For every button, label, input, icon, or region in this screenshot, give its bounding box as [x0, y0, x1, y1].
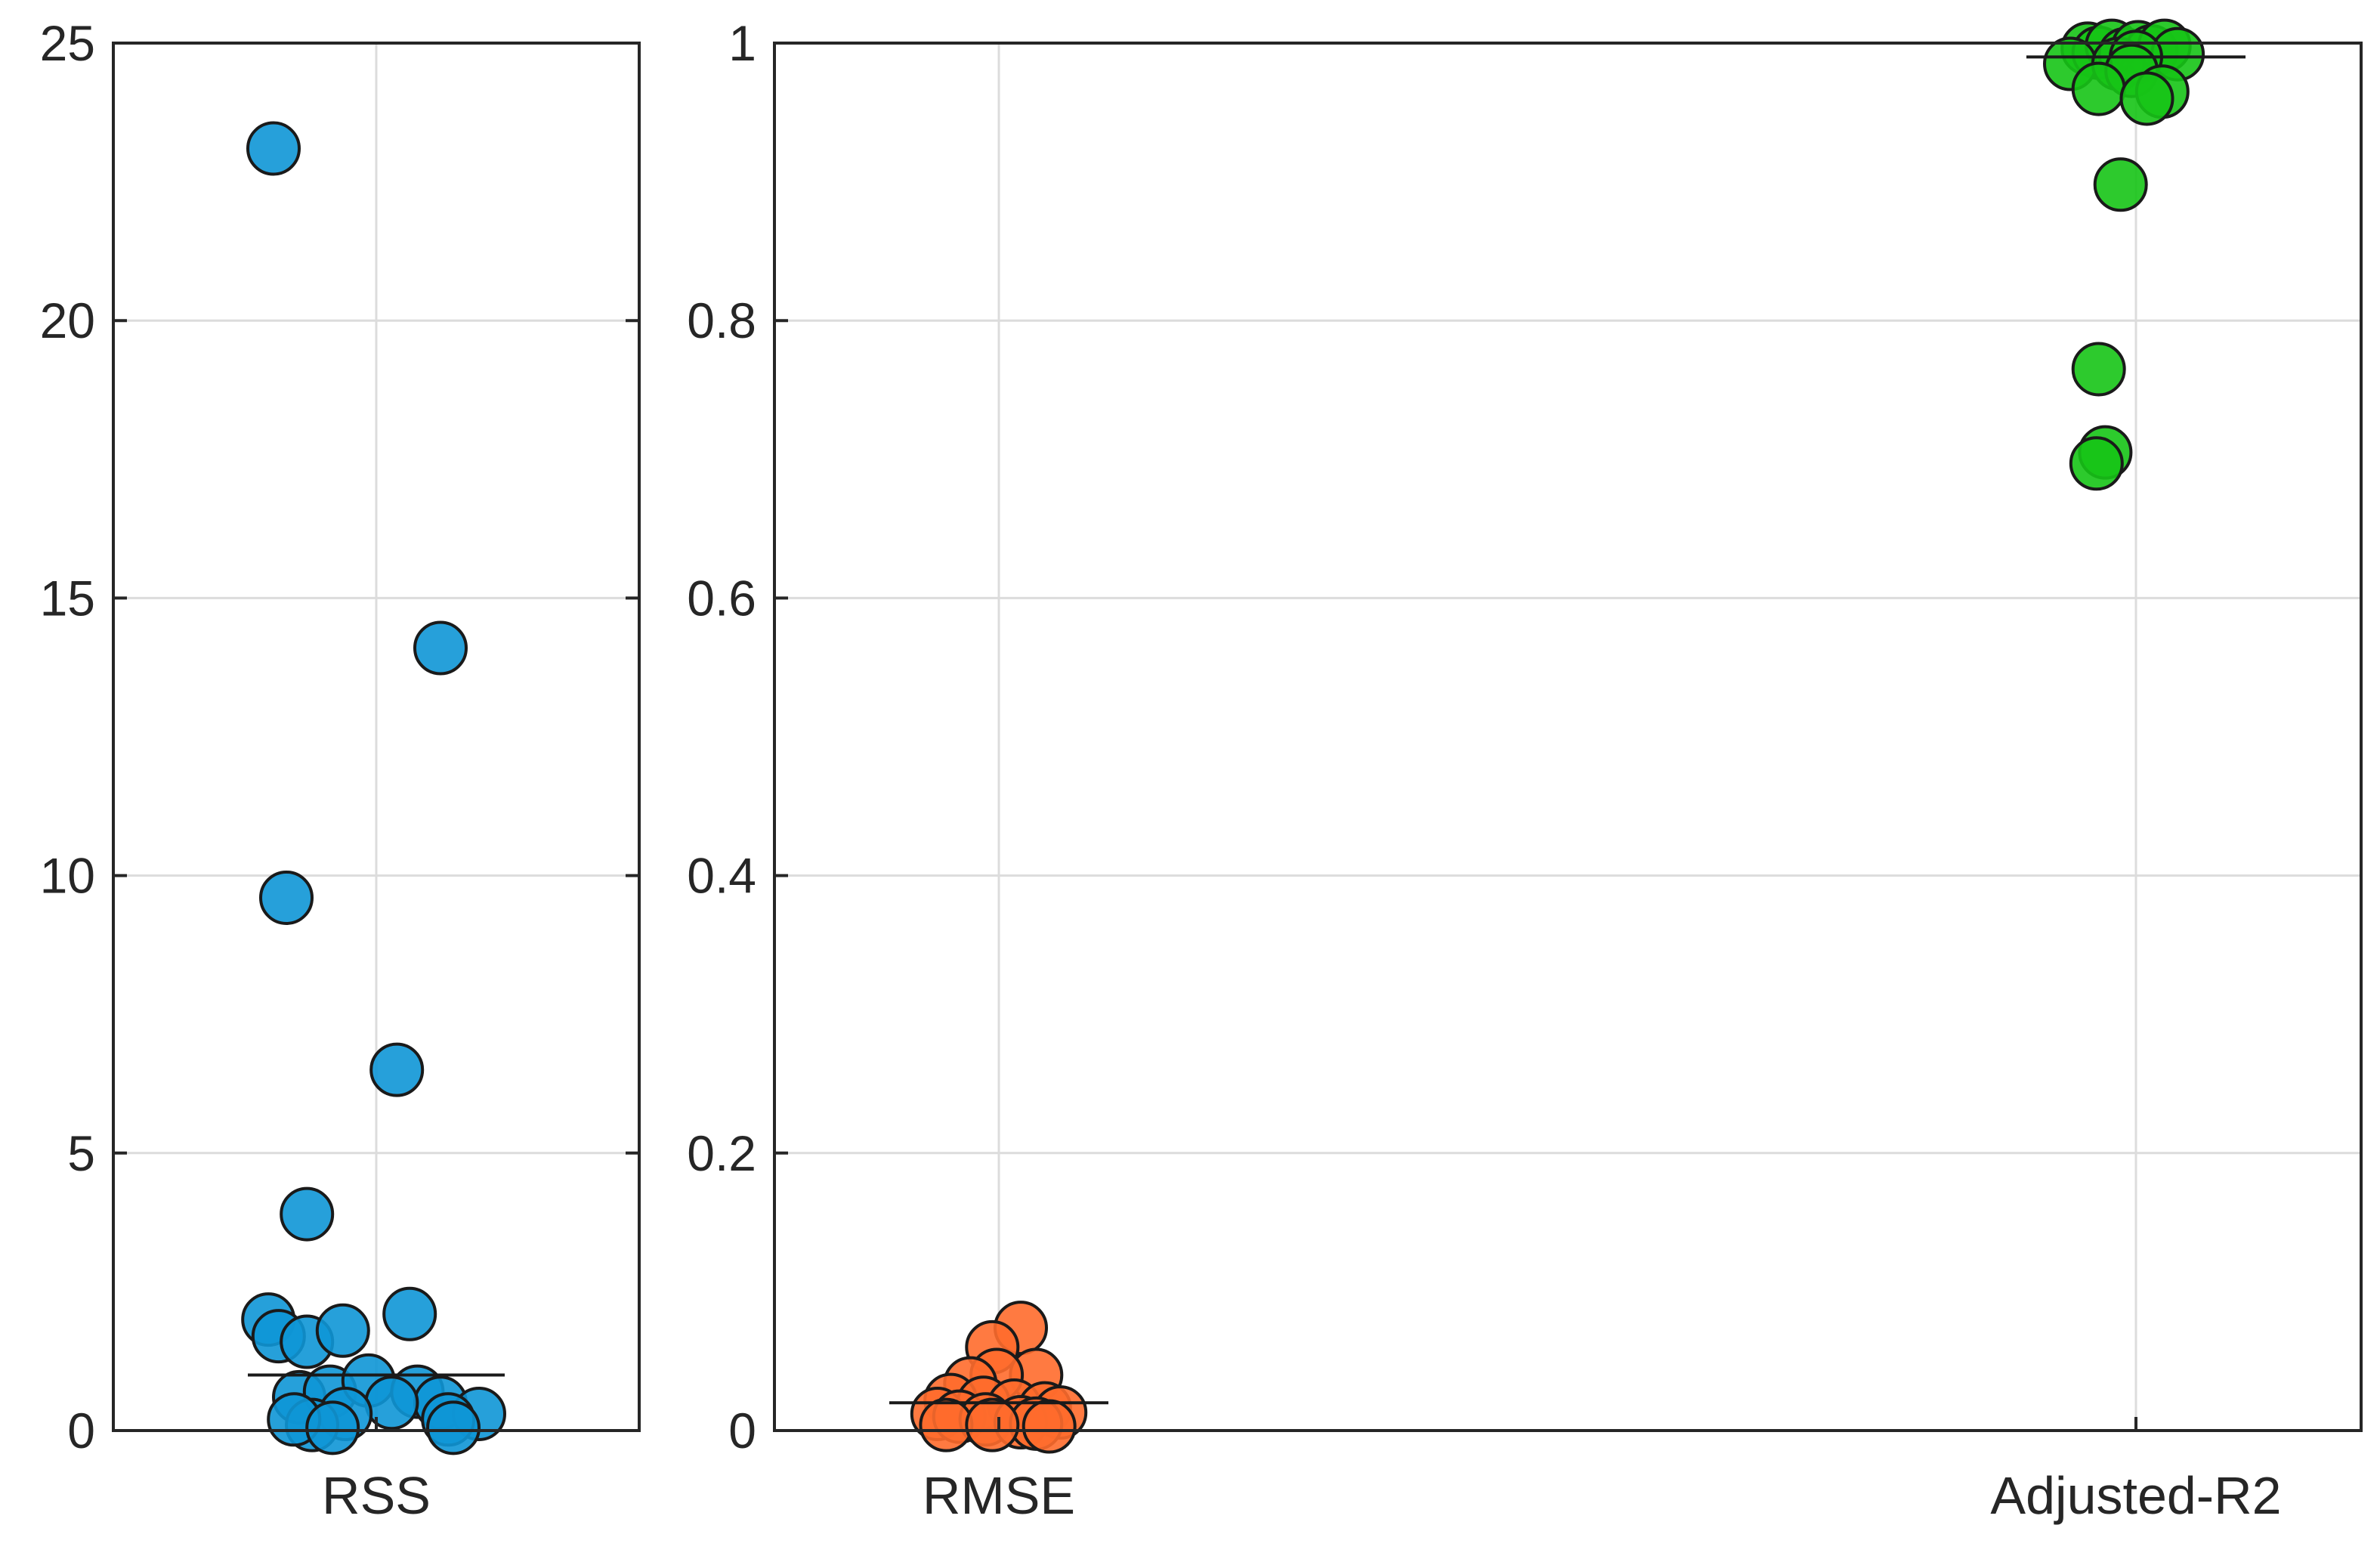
rss-chart-panel: 0 5 10 15 20 25 RSS — [40, 15, 641, 1525]
rss-point-5 — [280, 1186, 335, 1242]
x-tick-label-rss: RSS — [322, 1466, 431, 1525]
y-tick-label: 0.6 — [687, 570, 756, 626]
rss-point-1 — [246, 121, 301, 176]
rmse-point-18 — [1022, 1399, 1077, 1454]
axes-frame — [773, 42, 2363, 1432]
rss-point-4 — [369, 1042, 425, 1097]
y-tick-label: 0.4 — [687, 848, 756, 904]
adjusted-r2-point-15 — [2119, 71, 2174, 126]
adjusted-r2-point-17 — [2071, 342, 2126, 397]
y-tick-label: 25 — [40, 15, 95, 71]
y-tick-label: 20 — [40, 292, 95, 348]
y-tick-label: 10 — [40, 848, 95, 904]
x-tick-label-adjusted-r2: Adjusted-R2 — [1990, 1466, 2281, 1525]
rss-point-18 — [364, 1375, 419, 1431]
y-tick-label: 1 — [728, 15, 756, 71]
adjusted-r2-point-19 — [2069, 436, 2124, 491]
y-tick-label: 0 — [728, 1403, 756, 1459]
adjusted-r2-point-13 — [2071, 61, 2126, 116]
y-tick-label: 15 — [40, 570, 95, 626]
rss-point-2 — [413, 620, 468, 676]
y-tick-label: 5 — [67, 1125, 95, 1181]
rmse-point-17 — [965, 1397, 1020, 1452]
y-tick-label: 0 — [67, 1403, 95, 1459]
y-tick-label: 0.8 — [687, 292, 756, 348]
rss-point-10 — [315, 1303, 370, 1358]
rmse-adjusted-r2-chart-panel: 0 0.2 0.4 0.6 0.8 1 RMSE Adjusted-R2 — [687, 15, 2363, 1525]
x-tick-label-rmse: RMSE — [923, 1466, 1075, 1525]
adjusted-r2-point-16 — [2093, 157, 2148, 212]
rss-point-22 — [305, 1400, 360, 1455]
y-tick-label: 0.2 — [687, 1125, 756, 1181]
rss-point-6 — [382, 1286, 437, 1341]
rss-point-23 — [426, 1400, 481, 1455]
rss-point-3 — [259, 870, 314, 925]
rmse-point-16 — [919, 1397, 974, 1452]
